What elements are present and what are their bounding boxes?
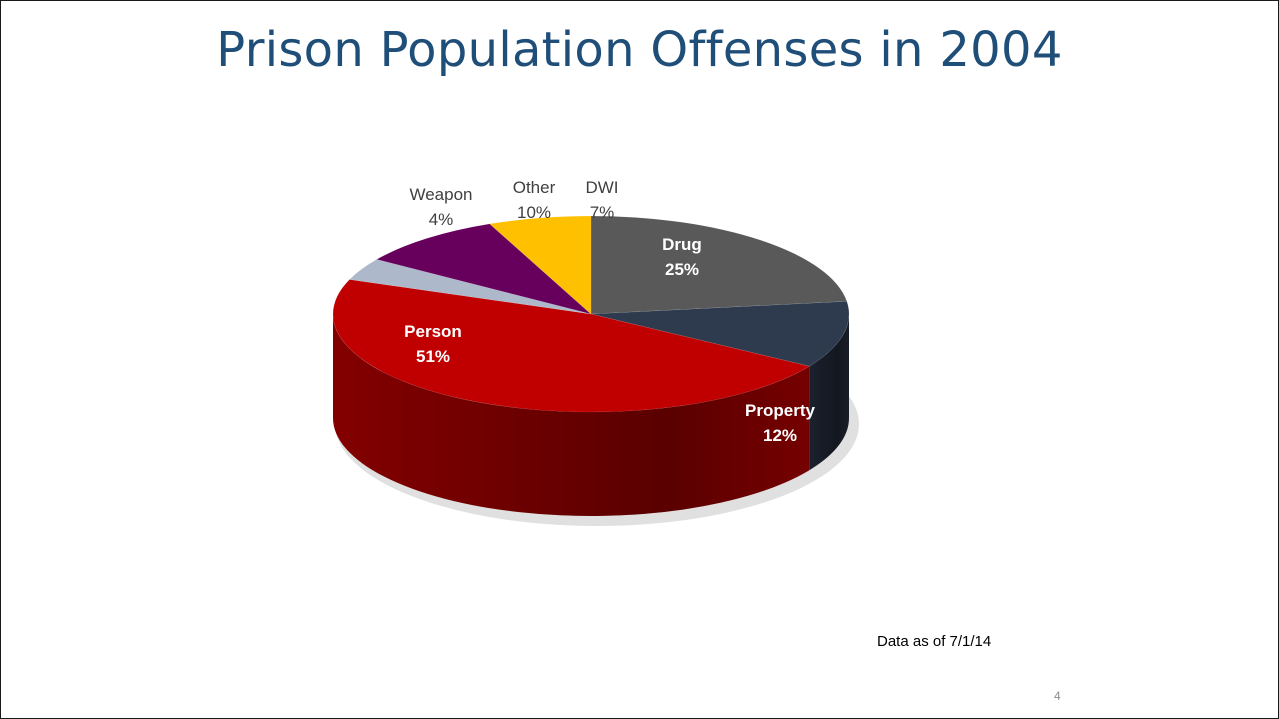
slice-label-dwi: DWI 7% (585, 178, 618, 222)
slice-label-drug: Drug 25% (662, 235, 702, 279)
pie-slice-property (590, 301, 850, 367)
slice-label-weapon: Weapon 4% (409, 185, 472, 229)
slice-label-name: Weapon (409, 185, 472, 204)
page-number: 4 (1054, 689, 1061, 703)
slice-label-value: 4% (429, 210, 454, 229)
pie-slice-dwi (489, 215, 592, 315)
pie-slice-person (332, 279, 811, 413)
slice-label-name: Other (513, 178, 556, 197)
slice-label-person: Person 51% (404, 322, 462, 366)
pie-slice-weapon (348, 259, 592, 315)
slice-label-name: Drug (662, 235, 702, 254)
slice-label-value: 25% (665, 260, 699, 279)
slice-label-name: Property (745, 401, 815, 420)
pie-side-shade-property (809, 314, 849, 471)
slice-label-value: 51% (416, 347, 450, 366)
slice-label-value: 10% (517, 203, 551, 222)
pie-slice-drug (590, 215, 848, 315)
slice-label-other: Other 10% (513, 178, 556, 222)
slice-label-name: Person (404, 322, 462, 341)
pie-slice-other (375, 223, 592, 315)
slice-label-value: 7% (590, 203, 615, 222)
slice-label-name: DWI (585, 178, 618, 197)
slice-label-property: Property 12% (745, 401, 815, 445)
slide-title: Prison Population Offenses in 2004 (216, 22, 1063, 78)
pie-side-shade-person (333, 314, 810, 516)
slice-label-value: 12% (763, 426, 797, 445)
data-date-note: Data as of 7/1/14 (877, 633, 992, 650)
